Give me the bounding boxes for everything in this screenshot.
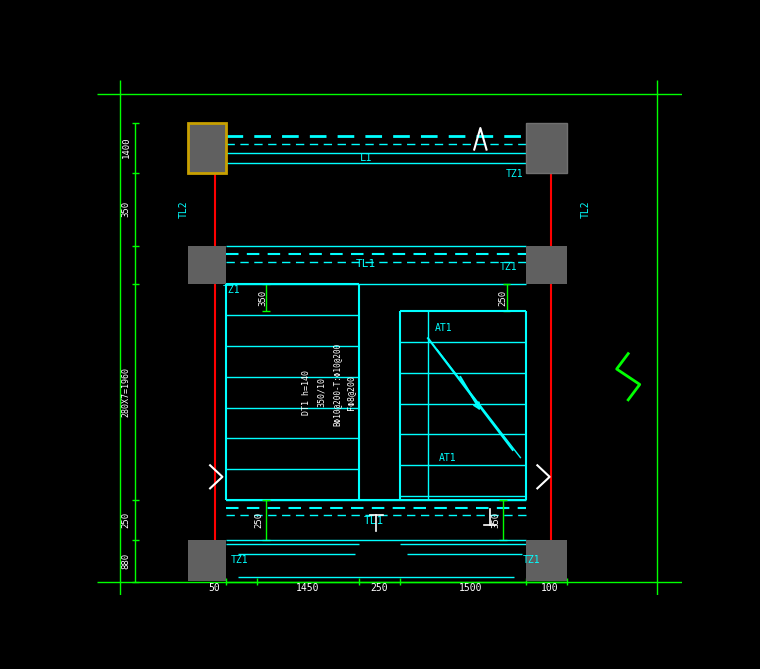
Bar xyxy=(526,122,567,173)
Bar xyxy=(526,246,567,284)
Text: 350: 350 xyxy=(258,290,267,306)
Text: TL2: TL2 xyxy=(179,201,189,218)
Text: 1500: 1500 xyxy=(458,583,482,593)
Text: 350: 350 xyxy=(122,201,131,217)
Text: 350: 350 xyxy=(491,512,500,528)
Text: 100: 100 xyxy=(541,583,559,593)
Text: AT1: AT1 xyxy=(439,453,456,462)
Text: 350/10: 350/10 xyxy=(316,377,325,407)
Text: DT1 h=140: DT1 h=140 xyxy=(302,370,311,415)
Text: BΦ10@200-T:Φ10@200: BΦ10@200-T:Φ10@200 xyxy=(333,343,342,426)
Text: FΦ8@200: FΦ8@200 xyxy=(347,375,356,409)
Text: L1: L1 xyxy=(360,153,372,163)
Text: 250: 250 xyxy=(370,583,388,593)
Text: 250: 250 xyxy=(254,512,263,528)
Text: 250: 250 xyxy=(499,290,507,306)
Bar xyxy=(188,122,226,173)
Text: 50: 50 xyxy=(208,583,220,593)
Bar xyxy=(188,540,226,581)
Text: 1400: 1400 xyxy=(122,137,131,159)
Text: AT1: AT1 xyxy=(435,323,452,333)
Text: 280X7=1960: 280X7=1960 xyxy=(122,367,131,417)
Text: TZ1: TZ1 xyxy=(223,285,240,295)
Text: TZ1: TZ1 xyxy=(506,169,524,179)
Text: 250: 250 xyxy=(122,512,131,528)
Text: 1450: 1450 xyxy=(296,583,320,593)
Bar xyxy=(188,246,226,284)
Text: TL1: TL1 xyxy=(356,258,376,268)
Text: TZ1: TZ1 xyxy=(523,555,541,565)
Text: TZ1: TZ1 xyxy=(230,555,249,565)
Text: TL2: TL2 xyxy=(581,201,591,218)
Bar xyxy=(526,540,567,581)
Text: TL1: TL1 xyxy=(364,516,385,527)
Text: TZ1: TZ1 xyxy=(500,262,518,272)
Bar xyxy=(188,122,226,173)
Text: 880: 880 xyxy=(122,553,131,569)
Bar xyxy=(526,122,567,173)
